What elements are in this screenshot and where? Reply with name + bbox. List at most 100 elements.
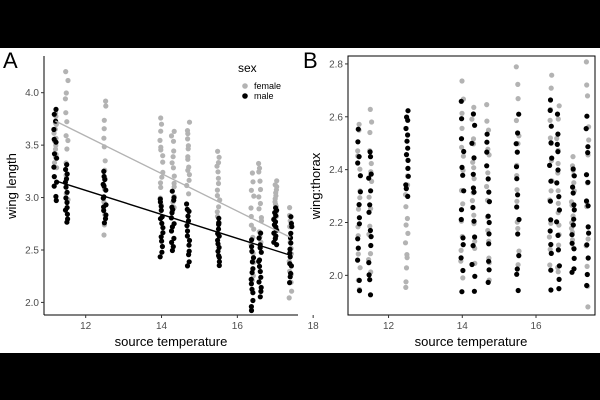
data-point-male: [555, 247, 562, 253]
data-point-male: [461, 148, 467, 155]
data-point-female: [513, 64, 519, 70]
data-point-male: [158, 207, 164, 213]
data-point-female: [157, 180, 164, 186]
data-point-female: [404, 215, 410, 222]
data-point-male: [403, 186, 409, 192]
data-point-male: [486, 189, 492, 195]
data-point-male: [257, 294, 263, 300]
data-point-female: [586, 137, 592, 143]
data-point-female: [215, 180, 222, 187]
data-point-male: [215, 237, 221, 243]
data-point-male: [547, 107, 553, 113]
data-point-male: [184, 223, 190, 229]
y-tick-label: 4.0: [25, 88, 39, 99]
data-point-female: [171, 148, 177, 154]
data-point-male: [458, 98, 464, 104]
data-point-male: [484, 139, 490, 145]
data-point-female: [513, 117, 520, 124]
trend-line-female: [55, 120, 291, 239]
data-point-male: [186, 237, 193, 244]
data-point-female: [547, 135, 554, 141]
data-point-female: [62, 96, 68, 102]
data-point-male: [64, 211, 70, 217]
data-point-male: [53, 106, 59, 112]
data-point-male: [585, 179, 591, 185]
data-point-female: [103, 98, 109, 104]
data-point-male: [584, 242, 590, 248]
data-point-female: [215, 169, 221, 175]
y-tick-label: 2.0: [25, 298, 39, 309]
data-point-male: [368, 234, 374, 240]
data-point-male: [569, 232, 575, 238]
data-point-female: [248, 205, 254, 211]
data-point-male: [169, 204, 175, 210]
data-point-male: [554, 180, 560, 186]
data-point-male: [250, 255, 257, 261]
data-point-female: [185, 154, 191, 160]
data-point-male: [169, 239, 175, 245]
data-point-male: [64, 189, 70, 195]
data-point-female: [101, 117, 107, 123]
data-point-female: [515, 81, 521, 87]
data-point-female: [160, 153, 166, 159]
data-point-male: [513, 164, 520, 170]
data-point-male: [585, 150, 591, 156]
data-point-female: [159, 174, 165, 180]
data-point-female: [170, 165, 176, 171]
panel-b-frame: [347, 55, 596, 316]
legend-female-label: female: [254, 81, 281, 91]
y-tick-label: 2.4: [329, 165, 343, 176]
data-point-female: [103, 103, 109, 109]
data-point-male: [547, 97, 554, 103]
data-point-male: [459, 164, 465, 170]
data-point-male: [556, 207, 563, 213]
data-point-male: [51, 151, 58, 157]
data-point-male: [405, 193, 411, 199]
data-point-male: [64, 171, 70, 177]
data-point-male: [570, 184, 576, 190]
data-point-female: [251, 193, 257, 199]
data-point-male: [471, 288, 477, 294]
x-tick-label: 12: [383, 321, 395, 332]
data-point-male: [64, 205, 70, 211]
data-point-male: [258, 249, 264, 255]
data-point-female: [403, 222, 409, 228]
data-point-male: [514, 204, 520, 210]
data-point-female: [484, 183, 490, 190]
data-point-male: [53, 197, 59, 204]
data-point-female: [404, 252, 410, 258]
data-point-female: [556, 242, 562, 248]
data-point-male: [548, 250, 554, 256]
data-point-male: [170, 244, 176, 250]
data-point-male: [258, 284, 264, 291]
data-point-female: [184, 128, 191, 134]
data-point-female: [403, 279, 409, 285]
data-point-female: [458, 247, 464, 253]
data-point-male: [472, 122, 478, 128]
data-point-female: [286, 295, 292, 301]
data-point-female: [251, 226, 257, 232]
data-point-male: [101, 220, 107, 226]
data-point-female: [272, 182, 278, 188]
data-point-female: [248, 187, 254, 193]
data-point-male: [159, 243, 165, 250]
data-point-male: [184, 228, 191, 234]
data-point-female: [186, 191, 192, 197]
data-point-female: [215, 148, 221, 154]
data-point-female: [402, 240, 409, 246]
data-point-female: [63, 69, 69, 75]
data-point-male: [571, 246, 577, 252]
data-point-male: [157, 196, 163, 202]
data-point-male: [355, 245, 361, 251]
data-point-male: [63, 195, 69, 201]
panel-b-y-ticks: 2.0 2.2 2.4 2.6 2.8: [329, 59, 348, 282]
data-point-male: [485, 213, 491, 219]
data-point-male: [258, 274, 264, 280]
data-point-male: [458, 255, 464, 261]
data-point-male: [484, 131, 490, 137]
data-point-male: [470, 111, 476, 117]
data-point-female: [256, 194, 262, 200]
data-point-female: [516, 248, 522, 254]
data-point-male: [472, 234, 478, 240]
data-point-male: [555, 149, 561, 155]
